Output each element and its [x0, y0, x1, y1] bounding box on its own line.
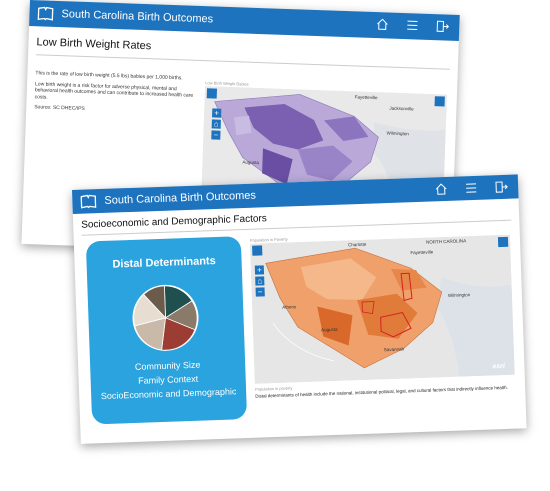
zoom-in-button[interactable]: +: [254, 265, 265, 275]
poverty-map[interactable]: Charlotte NORTH CAROLINA Fayetteville Wi…: [249, 234, 515, 384]
map-place-label: Jacksonville: [389, 105, 414, 112]
distal-determinants-card: Distal Determinants Community Size Famil…: [85, 236, 248, 425]
paragraph: Low birth weight is a risk factor for ad…: [34, 80, 194, 101]
share-icon[interactable]: [494, 180, 508, 194]
map-expand-button[interactable]: [206, 88, 218, 99]
map-place-label: Augusta: [242, 159, 260, 166]
list-icon[interactable]: [464, 181, 478, 195]
map-place-label: Augusta: [320, 326, 338, 333]
map-zoom-controls: + ⌂ −: [211, 108, 222, 140]
determinants-pie-icon: [132, 284, 199, 351]
determinant-links: Community Size Family Context SocioEcono…: [90, 356, 246, 403]
map-place-label: Fayetteville: [354, 94, 378, 101]
front-window: South Carolina Birth Outcomes Socioecono…: [72, 174, 527, 444]
map-place-label: Wilmington: [386, 130, 409, 137]
map-description: Distal determinants of health include th…: [255, 384, 508, 399]
home-extent-button[interactable]: ⌂: [255, 276, 265, 286]
map-place-label: Charlotte: [347, 241, 367, 248]
map-layers-button[interactable]: [434, 96, 445, 107]
source-text: Source: SC DHEC/IPS: [34, 104, 85, 112]
home-icon[interactable]: [434, 182, 448, 196]
description-text: This is the rate of low birth weight (5.…: [34, 70, 200, 120]
header-bar: South Carolina Birth Outcomes: [72, 174, 519, 214]
home-icon[interactable]: [375, 17, 389, 31]
map-zoom-controls: + ⌂ −: [254, 265, 265, 297]
esri-logo: esri: [492, 363, 506, 371]
app-title: South Carolina Birth Outcomes: [61, 8, 214, 26]
list-icon[interactable]: [405, 18, 419, 32]
header-bar: South Carolina Birth Outcomes: [29, 0, 460, 41]
map-place-label: Savannah: [383, 346, 405, 353]
zoom-out-button[interactable]: −: [255, 287, 265, 297]
map-caption-label: Population in poverty: [254, 385, 293, 392]
map-place-label: Fayetteville: [410, 249, 434, 256]
map-graphic: [249, 234, 515, 384]
map-expand-button[interactable]: [252, 245, 263, 256]
zoom-out-button[interactable]: −: [211, 130, 221, 140]
zoom-in-button[interactable]: +: [212, 108, 222, 118]
book-logo-icon: [37, 6, 54, 21]
share-icon[interactable]: [435, 19, 450, 33]
card-title: Distal Determinants: [112, 255, 216, 271]
home-extent-button[interactable]: ⌂: [211, 119, 221, 129]
map-place-label: Wilmington: [447, 292, 471, 298]
book-logo-icon: [80, 194, 97, 209]
map-place-label: Athens: [282, 304, 297, 310]
page-title: Low Birth Weight Rates: [36, 36, 152, 53]
map-layers-button[interactable]: [497, 236, 509, 248]
app-title: South Carolina Birth Outcomes: [104, 189, 257, 207]
